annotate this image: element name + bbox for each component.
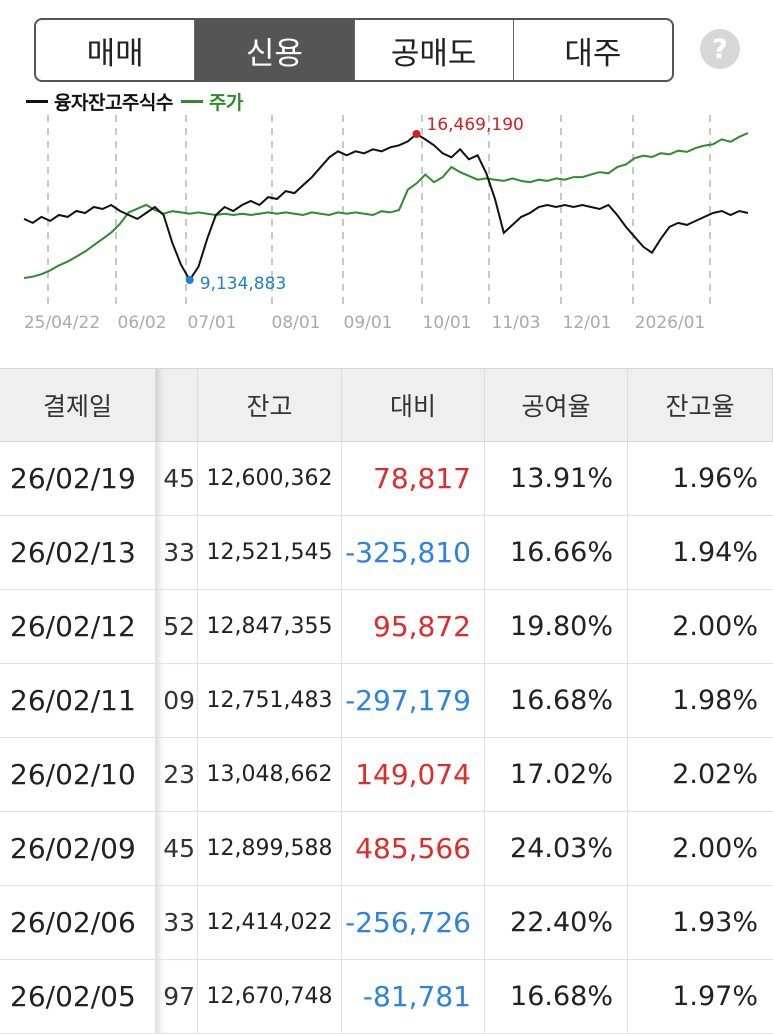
cell-balance: 12,521,545 [198, 516, 342, 589]
table-row[interactable]: 26/02/09 45 12,899,588 485,566 24.03% 2.00% [0, 812, 773, 886]
header-balance: 잔고 [198, 369, 342, 441]
tab-stock-lending[interactable]: 대주 [564, 35, 622, 72]
cell-short-ratio: 16.66% [485, 516, 628, 589]
x-tick-label: 07/01 [188, 313, 237, 333]
credit-table: 결제일 잔고 대비 공여율 잔고율 26/02/19 45 12,600,362 78… [0, 368, 773, 1034]
table-row[interactable]: 26/02/11 09 12,751,483 -297,179 16.68% 1.98% [0, 664, 773, 738]
cell-hidden: 09 [156, 664, 198, 737]
header-balance-ratio: 잔고율 [628, 369, 773, 441]
cell-hidden: 97 [156, 960, 198, 1033]
cell-date: 26/02/12 [0, 590, 156, 663]
series-line-price [23, 132, 749, 279]
cell-balance-ratio: 2.00% [672, 611, 758, 642]
cell-diff: -81,781 [342, 960, 485, 1033]
cell-short-ratio: 17.02% [485, 738, 628, 811]
table-row[interactable]: 26/02/19 45 12,600,362 78,817 13.91% 1.96% [0, 442, 773, 516]
cell-date: 26/02/05 [0, 960, 156, 1033]
header-short-ratio: 공여율 [485, 369, 628, 441]
cell-hidden: 33 [156, 516, 198, 589]
cell-date: 26/02/13 [0, 516, 156, 589]
x-tick-label: 2026/01 [635, 313, 706, 333]
cell-balance-ratio: 2.02% [672, 759, 758, 790]
cell-hidden: 45 [156, 812, 198, 885]
legend-swatch-green [180, 100, 203, 103]
x-tick-label: 11/03 [492, 313, 541, 333]
legend-label: 융자잔고주식수 [54, 92, 173, 114]
cell-balance-ratio: 1.97% [672, 981, 758, 1012]
help-icon[interactable]: ? [700, 29, 740, 69]
cell-hidden: 33 [156, 886, 198, 959]
table-row[interactable]: 26/02/06 33 12,414,022 -256,726 22.40% 1.93% [0, 886, 773, 960]
legend-label: 주가 [208, 92, 243, 114]
cell-short-ratio: 16.68% [485, 960, 628, 1033]
cell-diff: -325,810 [342, 516, 485, 589]
max-value-label: 16,469,190 [427, 115, 524, 135]
table-body: 26/02/19 45 12,600,362 78,817 13.91% 1.96% 26/… [0, 442, 773, 1034]
min-value-label: 9,134,883 [200, 274, 287, 294]
cell-balance: 12,751,483 [198, 664, 342, 737]
cell-diff: 485,566 [342, 812, 485, 885]
table-row[interactable]: 26/02/13 33 12,521,545 -325,810 16.66% 1.94% [0, 516, 773, 590]
tab-trading[interactable]: 매매 [36, 20, 196, 80]
cell-balance: 12,414,022 [198, 886, 342, 959]
table-row[interactable]: 26/02/12 52 12,847,355 95,872 19.80% 2.00% [0, 590, 773, 664]
cell-short-ratio: 19.80% [485, 590, 628, 663]
cell-date: 26/02/11 [0, 664, 156, 737]
x-tick-label: 08/01 [272, 313, 321, 333]
x-tick-label: 10/01 [423, 313, 472, 333]
cell-short-ratio: 13.91% [485, 442, 628, 515]
x-tick-label: 25/04/22 [24, 313, 100, 333]
header-diff: 대비 [342, 369, 485, 441]
cell-short-ratio: 22.40% [485, 886, 628, 959]
cell-balance: 12,670,748 [198, 960, 342, 1033]
tab-short-selling[interactable]: 공매도 [355, 20, 514, 80]
cell-hidden: 23 [156, 738, 198, 811]
cell-balance-ratio: 1.98% [672, 685, 758, 716]
table-header: 결제일 잔고 대비 공여율 잔고율 [0, 368, 773, 442]
cell-date: 26/02/19 [0, 442, 156, 515]
cell-balance: 12,899,588 [198, 812, 342, 885]
table-row[interactable]: 26/02/05 97 12,670,748 -81,781 16.68% 1.97% [0, 960, 773, 1034]
x-tick-label: 06/02 [118, 313, 167, 333]
cell-hidden: 52 [156, 590, 198, 663]
header-date: 결제일 [0, 369, 156, 441]
header-hidden [156, 369, 198, 441]
legend-item-margin-balance: 융자잔고주식수 [26, 88, 173, 115]
cell-balance-ratio: 2.00% [672, 833, 758, 864]
cell-short-ratio: 16.68% [485, 664, 628, 737]
cell-diff: 78,817 [342, 442, 485, 515]
cell-balance: 13,048,662 [198, 738, 342, 811]
credit-chart: 25/04/22 06/02 07/01 08/01 09/01 10/01 11/03 12… [23, 115, 749, 333]
x-tick-label: 09/01 [344, 313, 393, 333]
legend-swatch-black [26, 100, 48, 103]
cell-diff: -256,726 [342, 886, 485, 959]
chart-legend: 융자잔고주식수 주가 [26, 88, 251, 115]
min-point-marker [185, 276, 194, 284]
cell-date: 26/02/09 [0, 812, 156, 885]
cell-date: 26/02/06 [0, 886, 156, 959]
cell-diff: -297,179 [342, 664, 485, 737]
series-line-margin-balance [23, 132, 749, 282]
cell-short-ratio: 24.03% [485, 812, 628, 885]
cell-date: 26/02/10 [0, 738, 156, 811]
cell-balance-ratio: 1.96% [672, 463, 758, 494]
cell-hidden: 45 [156, 442, 198, 515]
max-point-marker [412, 130, 421, 138]
cell-diff: 149,074 [342, 738, 485, 811]
cell-balance: 12,847,355 [198, 590, 342, 663]
tab-credit[interactable]: 신용 [195, 20, 355, 80]
cell-diff: 95,872 [342, 590, 485, 663]
cell-balance: 12,600,362 [198, 442, 342, 515]
cell-balance-ratio: 1.94% [672, 537, 758, 568]
table-row[interactable]: 26/02/10 23 13,048,662 149,074 17.02% 2.02% [0, 738, 773, 812]
tab-bar: 매매 신용 공매도 대주 [34, 18, 674, 82]
cell-balance-ratio: 1.93% [672, 907, 758, 938]
legend-item-price: 주가 [180, 88, 243, 115]
x-tick-label: 12/01 [563, 313, 612, 333]
